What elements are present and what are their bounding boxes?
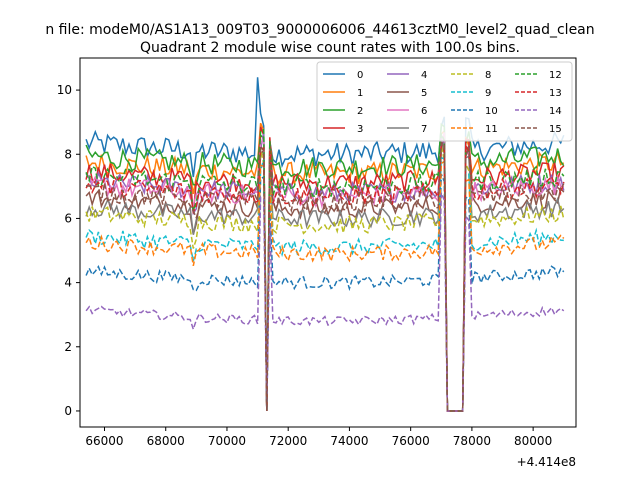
series-line-12	[85, 128, 565, 412]
x-offset-label: +4.414e8	[517, 455, 576, 469]
series-line-1	[85, 122, 565, 412]
y-tick-label: 10	[57, 83, 72, 97]
legend-label-9: 9	[485, 88, 491, 99]
legend-label-1: 1	[357, 88, 363, 99]
series-line-8	[85, 145, 565, 412]
legend-label-3: 3	[357, 124, 363, 135]
series-line-15	[85, 141, 565, 412]
series-line-10	[85, 173, 565, 412]
x-tick-label: 68000	[147, 434, 185, 448]
legend-label-14: 14	[549, 106, 562, 117]
x-tick-label: 74000	[330, 434, 368, 448]
y-tick-label: 0	[64, 404, 72, 418]
figure-suptitle: n file: modeM0/AS1A13_009T03_9000006006_…	[45, 22, 594, 38]
legend-label-10: 10	[485, 106, 498, 117]
legend-box	[316, 61, 573, 142]
series-line-2	[85, 122, 565, 412]
y-tick-label: 6	[64, 211, 72, 225]
x-tick-label: 66000	[85, 434, 123, 448]
legend-label-5: 5	[421, 88, 427, 99]
x-axis: 66000 68000 70000 72000 74000 76000 78000 80000	[85, 427, 552, 448]
chart-title: Quadrant 2 module wise count rates with …	[140, 40, 520, 56]
legend-label-13: 13	[549, 88, 562, 99]
x-tick-label: 76000	[392, 434, 430, 448]
y-tick-label: 2	[64, 340, 72, 354]
series-line-14	[85, 192, 565, 412]
y-axis: 0 2 4 6 8 10	[57, 83, 80, 418]
series-line-11	[85, 160, 565, 412]
legend-label-12: 12	[549, 70, 562, 81]
legend-label-2: 2	[357, 106, 363, 117]
x-tick-label: 80000	[514, 434, 552, 448]
series-line-13	[85, 142, 565, 412]
series-line-0	[85, 77, 565, 412]
legend-label-0: 0	[357, 70, 363, 81]
legend-label-8: 8	[485, 70, 491, 81]
plot-area	[85, 77, 565, 412]
y-tick-label: 4	[64, 276, 72, 290]
y-tick-label: 8	[64, 147, 72, 161]
legend-label-6: 6	[421, 106, 427, 117]
x-tick-label: 78000	[453, 434, 491, 448]
legend-label-15: 15	[549, 124, 562, 135]
legend-label-11: 11	[485, 124, 498, 135]
axes-frame	[79, 57, 577, 428]
series-line-9	[85, 156, 564, 412]
x-tick-label: 72000	[269, 434, 307, 448]
x-tick-label: 70000	[208, 434, 246, 448]
legend-label-7: 7	[421, 124, 427, 135]
legend-label-4: 4	[421, 70, 427, 81]
